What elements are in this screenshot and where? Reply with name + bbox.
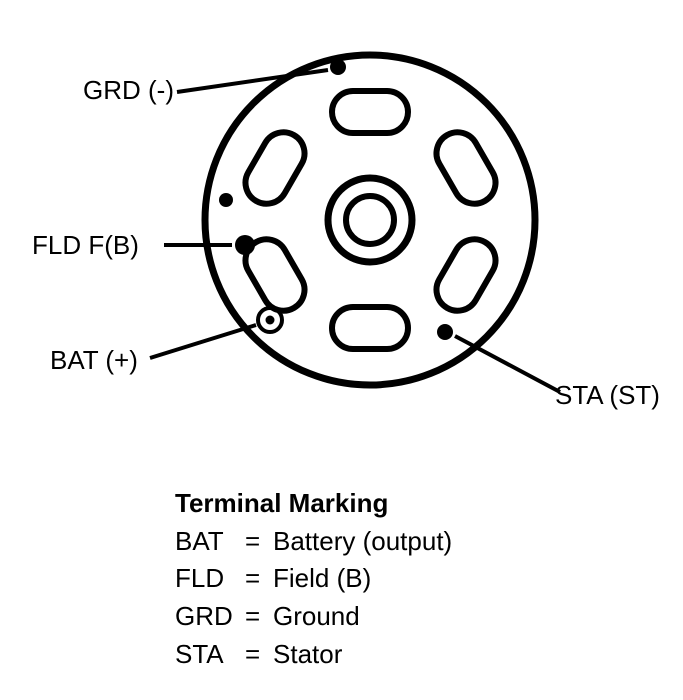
legend-title: Terminal Marking [175, 485, 452, 523]
slot [332, 307, 408, 349]
legend-eq: = [245, 523, 273, 561]
outer-housing-circle [205, 55, 535, 385]
leader-bat [150, 325, 256, 358]
legend-row: STA = Stator [175, 636, 452, 674]
label-bat: BAT (+) [50, 345, 138, 376]
legend-row: FLD = Field (B) [175, 560, 452, 598]
label-sta: STA (ST) [555, 380, 660, 411]
terminal-bat-dot [266, 316, 275, 325]
terminal-fld-dot [235, 235, 255, 255]
terminal-sta-dot [437, 324, 453, 340]
leader-grd [177, 70, 328, 92]
label-grd: GRD (-) [83, 75, 174, 106]
legend-val: Battery (output) [273, 523, 452, 561]
slot [332, 91, 408, 133]
leader-sta [455, 336, 560, 392]
legend-val: Field (B) [273, 560, 371, 598]
slot [429, 232, 503, 319]
legend-row: BAT = Battery (output) [175, 523, 452, 561]
legend-row: GRD = Ground [175, 598, 452, 636]
legend-key: BAT [175, 523, 245, 561]
legend-key: FLD [175, 560, 245, 598]
legend-val: Stator [273, 636, 342, 674]
diagram-canvas: GRD (-) FLD F(B) BAT (+) STA (ST) Termin… [0, 0, 683, 700]
slot [429, 125, 503, 212]
legend-eq: = [245, 636, 273, 674]
terminal-small-dot [219, 193, 233, 207]
slot [238, 125, 312, 212]
legend-eq: = [245, 598, 273, 636]
label-fld: FLD F(B) [32, 230, 139, 261]
legend-key: STA [175, 636, 245, 674]
terminal-grd-dot [330, 59, 346, 75]
legend-key: GRD [175, 598, 245, 636]
legend-val: Ground [273, 598, 360, 636]
legend-eq: = [245, 560, 273, 598]
hub-outer-circle [328, 178, 412, 262]
legend: Terminal Marking BAT = Battery (output) … [175, 485, 452, 673]
hub-inner-circle [346, 196, 394, 244]
